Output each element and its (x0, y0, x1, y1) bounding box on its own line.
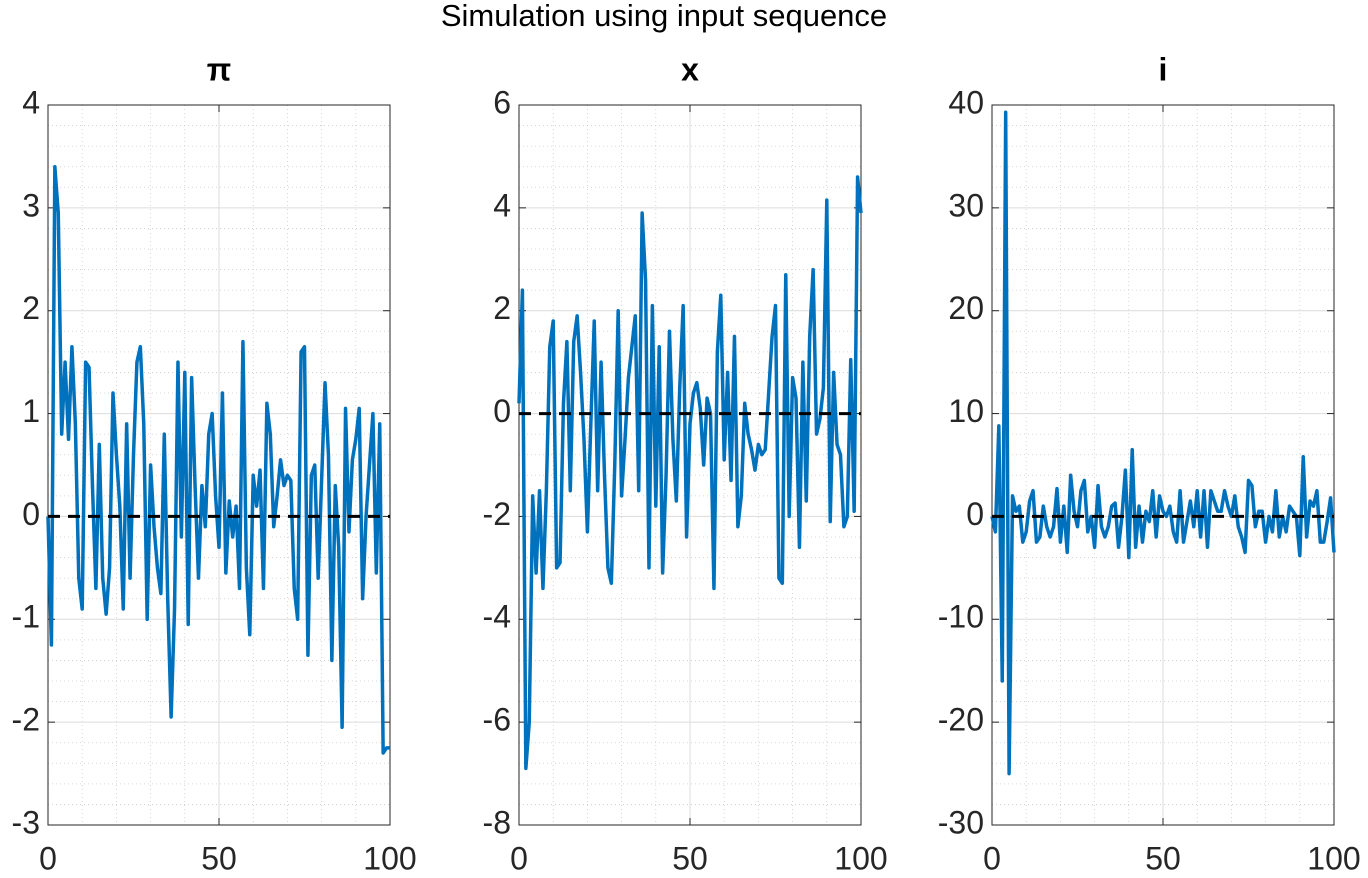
subplot-title: x (681, 51, 699, 87)
series-line (517, 175, 863, 771)
y-tick-label: -2 (483, 496, 511, 532)
x-tick-label: 100 (1307, 840, 1360, 876)
y-tick-label: 0 (966, 496, 984, 532)
y-tick-label: -6 (483, 702, 511, 738)
axes-box (518, 104, 862, 826)
x-tick-label: 0 (983, 840, 1001, 876)
x-tick-label: 0 (39, 840, 57, 876)
y-tick-label: 6 (493, 84, 511, 120)
figure-title: Simulation using input sequence (441, 0, 887, 33)
axes-box (991, 104, 1335, 826)
x-tick-label: 100 (363, 840, 416, 876)
x-tick-label: 100 (834, 840, 887, 876)
y-tick-label: 1 (22, 393, 40, 429)
subplot-title: π (207, 51, 232, 87)
y-tick-label: -3 (12, 804, 40, 840)
y-tick-label: 40 (948, 84, 984, 120)
y-tick-label: -1 (12, 599, 40, 635)
y-tick-label: 4 (493, 187, 511, 223)
y-tick-label: -30 (938, 804, 984, 840)
y-tick-label: -8 (483, 804, 511, 840)
x-tick-label: 0 (510, 840, 528, 876)
x-tick-label: 50 (201, 840, 237, 876)
y-tick-label: 10 (948, 393, 984, 429)
axes-box (47, 104, 391, 826)
y-tick-label: -10 (938, 599, 984, 635)
y-tick-label: 20 (948, 290, 984, 326)
y-tick-label: 2 (22, 290, 40, 326)
series-line (46, 164, 390, 755)
y-tick-label: 0 (22, 496, 40, 532)
y-tick-label: 30 (948, 187, 984, 223)
x-tick-label: 50 (672, 840, 708, 876)
y-tick-label: -20 (938, 702, 984, 738)
y-tick-label: -2 (12, 702, 40, 738)
y-tick-label: -4 (483, 599, 511, 635)
x-tick-label: 50 (1145, 840, 1181, 876)
y-tick-label: 2 (493, 290, 511, 326)
y-tick-label: 3 (22, 187, 40, 223)
series-line (990, 110, 1336, 776)
subplot-title: i (1159, 51, 1168, 87)
y-tick-label: 4 (22, 84, 40, 120)
y-tick-label: 0 (493, 393, 511, 429)
